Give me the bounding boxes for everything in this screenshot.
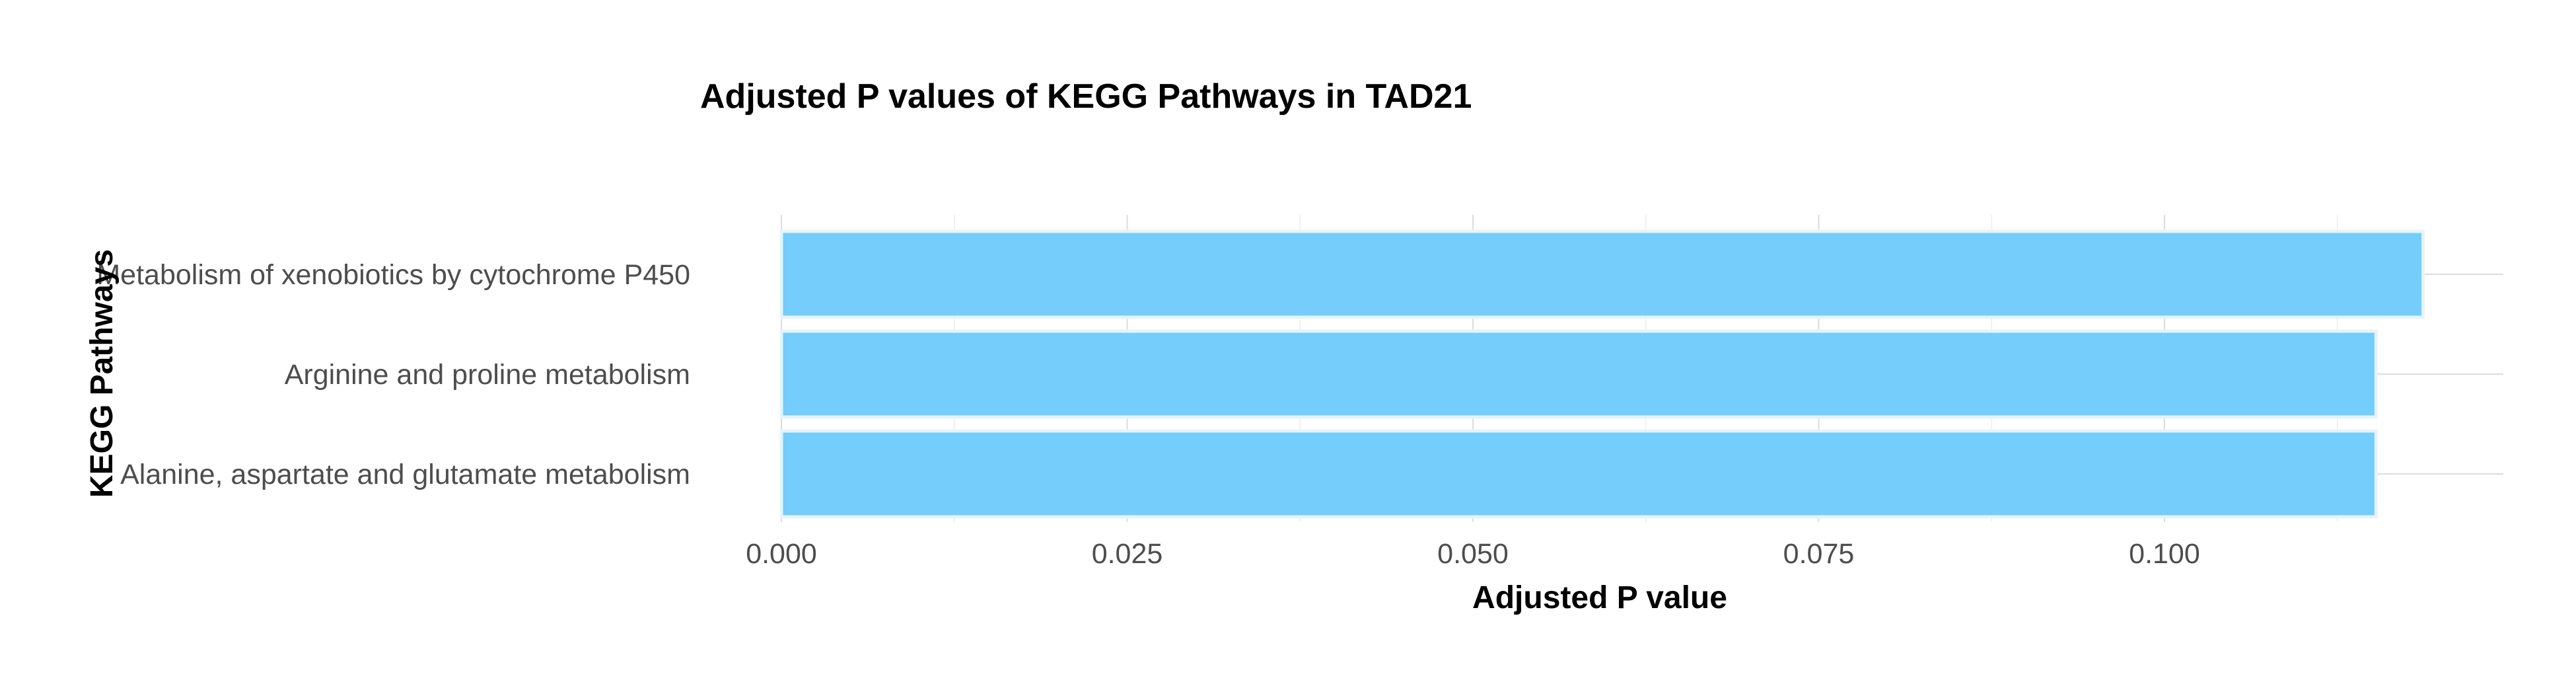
x-tick-label: 0.075: [1783, 538, 1855, 570]
x-tick-label: 0.050: [1437, 538, 1509, 570]
bar: [779, 329, 2378, 419]
x-tick-label: 0.025: [1092, 538, 1163, 570]
bars: [779, 229, 2425, 519]
x-axis-title: Adjusted P value: [1472, 580, 1727, 615]
category-label: Arginine and proline metabolism: [285, 359, 690, 391]
x-tick-label: 0.100: [2129, 538, 2200, 570]
category-label: Alanine, aspartate and glutamate metabol…: [120, 459, 690, 490]
category-labels: Metabolism of xenobiotics by cytochrome …: [96, 259, 690, 490]
category-label: Metabolism of xenobiotics by cytochrome …: [96, 259, 690, 291]
chart-title: Adjusted P values of KEGG Pathways in TA…: [700, 77, 1472, 116]
bar: [779, 429, 2378, 519]
bar: [779, 229, 2425, 319]
y-axis-title: KEGG Pathways: [85, 249, 120, 498]
x-tick-labels: 0.000 0.025 0.050 0.075 0.100: [746, 538, 2200, 570]
x-tick-label: 0.000: [746, 538, 817, 570]
